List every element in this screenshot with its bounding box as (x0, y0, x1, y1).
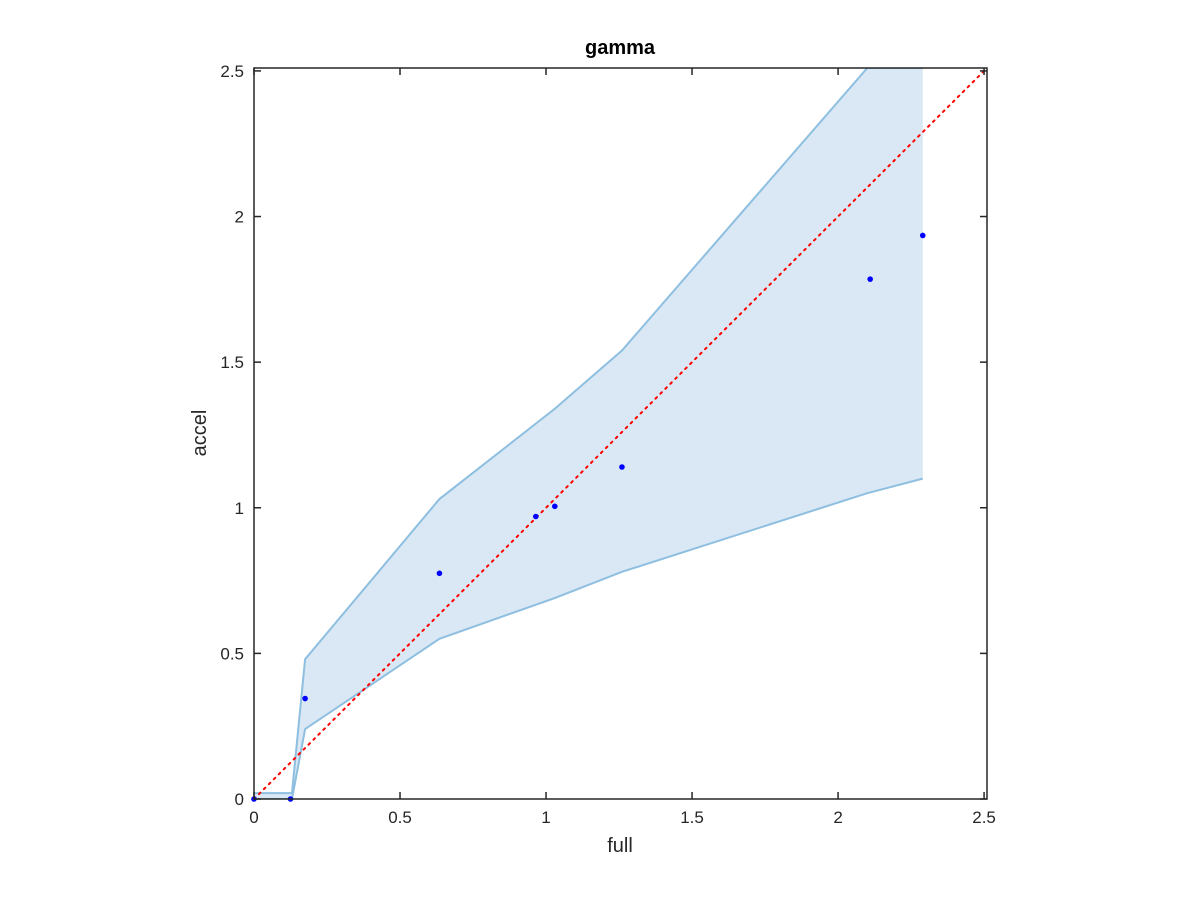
reference-line-layer (254, 68, 987, 799)
axes-box (253, 67, 988, 800)
x-tick-label: 2.5 (972, 808, 996, 827)
data-point (551, 503, 558, 510)
band-upper-edge (254, 68, 923, 795)
y-tick-label: 2 (235, 208, 244, 227)
x-tick-label: 1.5 (680, 808, 704, 827)
data-point (533, 513, 539, 520)
data-point (867, 276, 873, 282)
y-axis-title: accel (189, 410, 211, 457)
data-point (436, 570, 443, 577)
y-tick-label: 2.5 (220, 62, 244, 81)
x-axis-title: full (607, 835, 633, 857)
data-point (919, 232, 926, 239)
reference-line (254, 68, 987, 799)
band-lower-edge (254, 477, 924, 799)
chart-title: gamma (585, 37, 656, 59)
x-tick-label: 2 (833, 808, 842, 827)
data-point (302, 695, 308, 702)
y-tick-label: 0 (235, 790, 244, 809)
data-point (619, 464, 625, 470)
y-tick-label: 1 (235, 499, 244, 518)
x-tick-label: 0.5 (388, 808, 412, 827)
confidence-band-layer (254, 68, 924, 799)
axes-layer: 0 0.5 1 1.5 2 2.5 0 0.5 1 1.5 2 2.5 (220, 62, 996, 827)
x-tick-label: 0 (249, 808, 258, 827)
x-tick-label: 1 (541, 808, 550, 827)
y-tick-label: 0.5 (220, 644, 244, 663)
band-fill (254, 68, 923, 799)
data-points-layer (251, 232, 926, 802)
y-tick-label: 1.5 (220, 353, 244, 372)
